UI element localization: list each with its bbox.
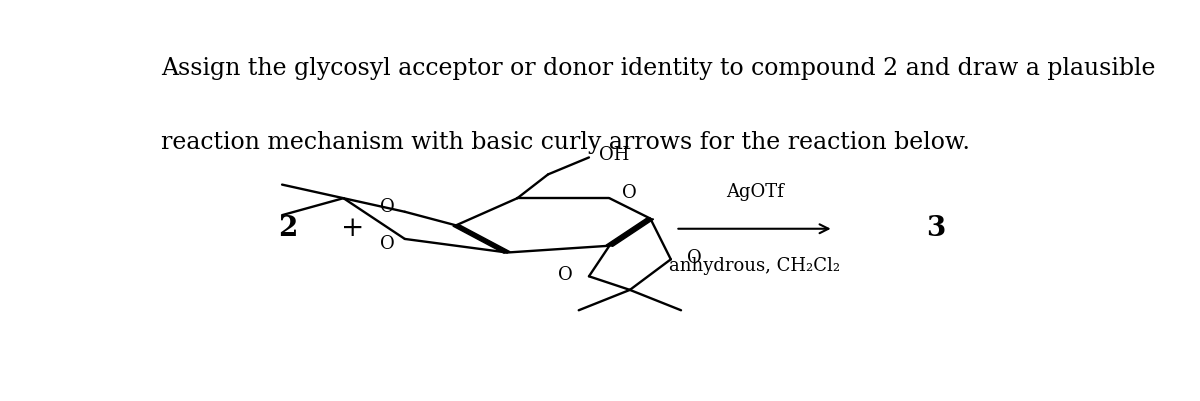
- Text: O: O: [380, 198, 395, 216]
- Text: anhydrous, CH₂Cl₂: anhydrous, CH₂Cl₂: [668, 257, 840, 275]
- Text: 3: 3: [926, 215, 946, 242]
- Polygon shape: [606, 218, 654, 246]
- Text: O: O: [688, 249, 702, 267]
- Text: +: +: [341, 215, 365, 242]
- Text: reaction mechanism with basic curly arrows for the reaction below.: reaction mechanism with basic curly arro…: [161, 132, 970, 154]
- Text: AgOTf: AgOTf: [726, 183, 784, 201]
- Text: O: O: [622, 184, 636, 202]
- Text: 2: 2: [278, 215, 298, 242]
- Text: Assign the glycosyl acceptor or donor identity to compound 2 and draw a plausibl: Assign the glycosyl acceptor or donor id…: [161, 57, 1156, 80]
- Text: O: O: [380, 235, 395, 253]
- Text: OH: OH: [599, 146, 630, 164]
- Polygon shape: [452, 225, 510, 253]
- Text: O: O: [558, 266, 572, 284]
